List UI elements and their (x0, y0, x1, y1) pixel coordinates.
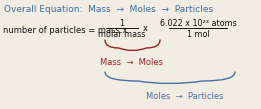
Text: x: x (143, 24, 147, 32)
Text: Overall Equation:  Mass  →  Moles  →  Particles: Overall Equation: Mass → Moles → Particl… (4, 4, 213, 14)
Text: molar mass: molar mass (98, 30, 146, 38)
Text: Moles  →  Particles: Moles → Particles (146, 91, 224, 100)
Text: Mass  →  Moles: Mass → Moles (100, 58, 163, 66)
Text: 6.022 x 10²³ atoms: 6.022 x 10²³ atoms (160, 19, 236, 27)
Text: 1 mol: 1 mol (187, 30, 209, 38)
Text: 1: 1 (120, 19, 124, 27)
Text: number of particles = mass x: number of particles = mass x (3, 26, 128, 35)
